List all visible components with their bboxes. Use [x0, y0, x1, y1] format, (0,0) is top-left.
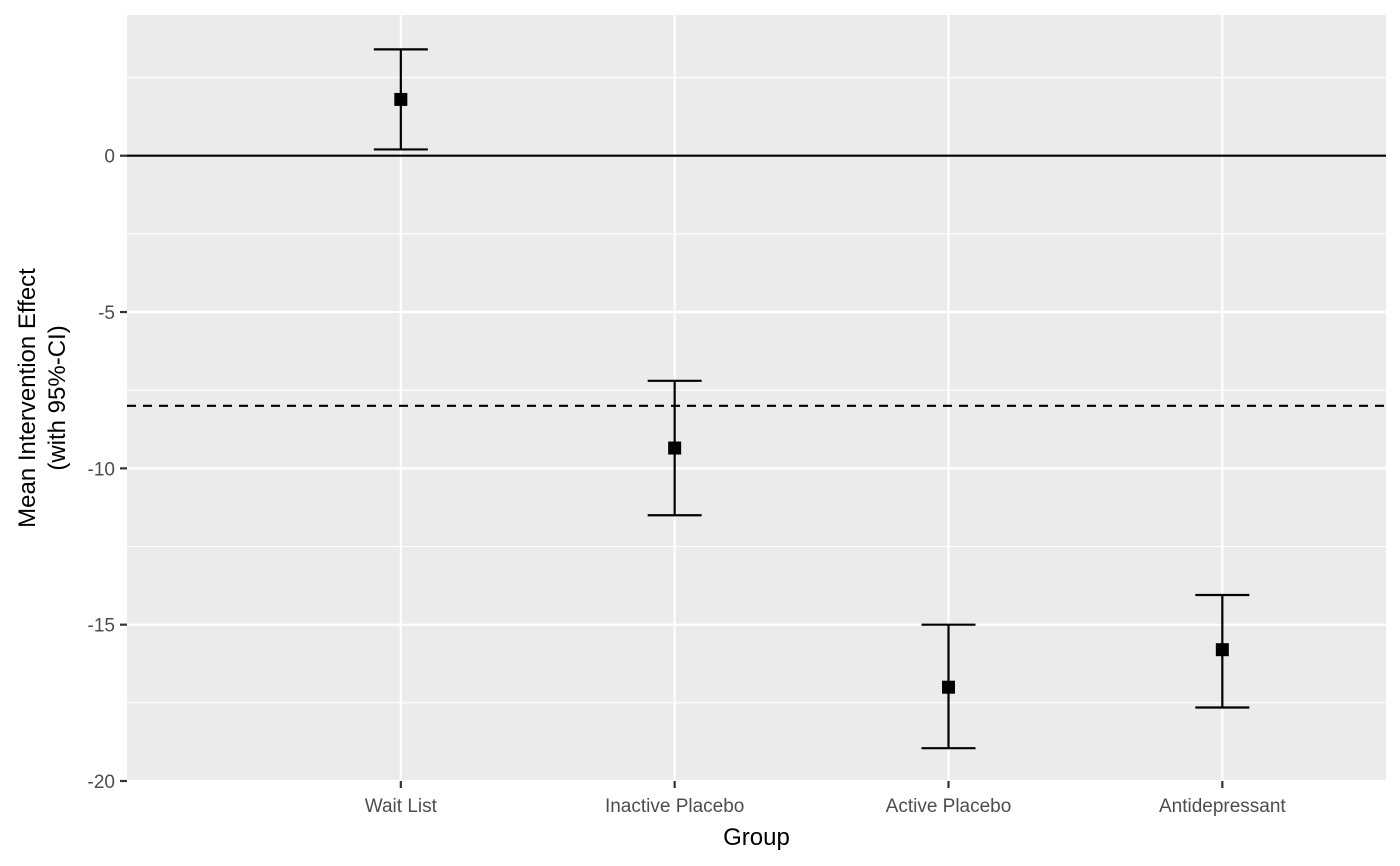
mean-point	[1215, 643, 1229, 657]
y-axis-title-line: Mean Intervention Effect	[14, 268, 41, 528]
y-tick-label: -20	[88, 772, 115, 793]
errorbar-group	[373, 48, 428, 151]
mean-point	[394, 92, 408, 106]
error-bars	[373, 48, 1250, 750]
y-tick-label: -10	[88, 459, 115, 480]
x-tick-label: Wait List	[365, 796, 438, 817]
errorbar-group	[1195, 593, 1250, 709]
x-tick-label: Active Placebo	[886, 796, 1012, 817]
y-axis: 0 -5 -10 -15 -20	[88, 147, 127, 793]
reference-lines	[127, 154, 1386, 407]
mean-point	[941, 680, 955, 694]
y-tick-label: -5	[98, 303, 115, 324]
x-axis-title: Group	[723, 824, 790, 851]
mean-point	[668, 441, 682, 455]
y-axis-title: Mean Intervention Effect (with 95%-CI)	[14, 268, 71, 528]
x-tick-label: Inactive Placebo	[605, 796, 744, 817]
x-axis: Wait List Inactive Placebo Active Placebo A…	[365, 781, 1286, 817]
errorbar-group	[647, 379, 702, 517]
x-tick-label: Antidepressant	[1159, 796, 1286, 817]
y-tick-label: 0	[104, 147, 115, 168]
y-axis-title-line: (with 95%-CI)	[44, 325, 71, 470]
plot-panel	[127, 15, 1386, 781]
errorbar-group	[921, 623, 976, 750]
y-tick-label: -15	[88, 616, 115, 637]
